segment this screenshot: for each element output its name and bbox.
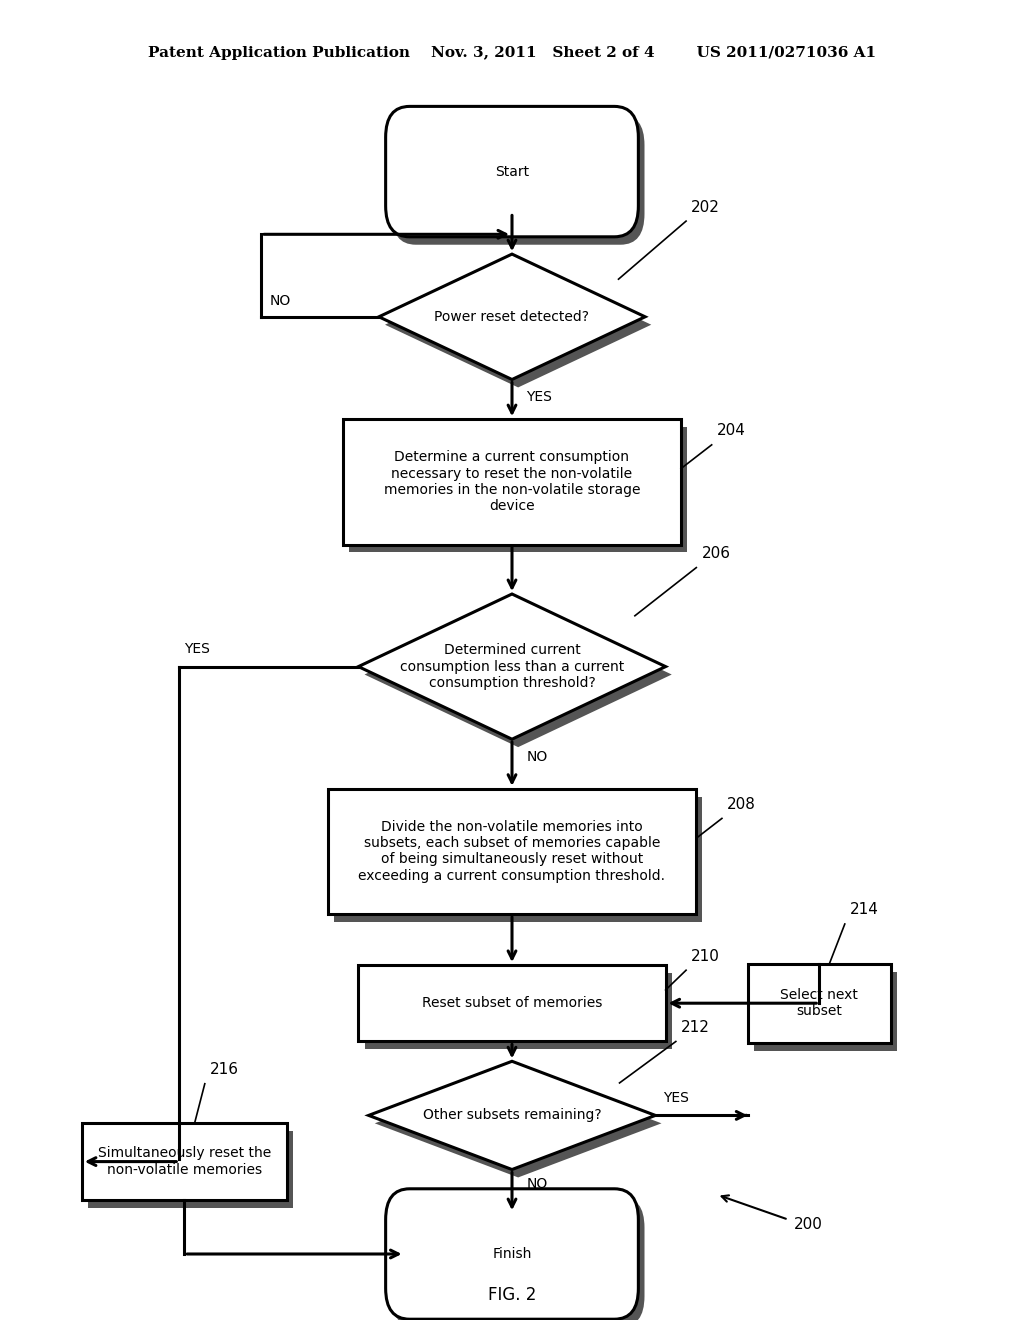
Bar — [343, 420, 681, 544]
Text: Finish: Finish — [493, 1247, 531, 1261]
Text: 216: 216 — [210, 1063, 239, 1077]
Text: NO: NO — [269, 293, 291, 308]
Polygon shape — [365, 602, 672, 747]
Text: 214: 214 — [850, 903, 879, 917]
FancyBboxPatch shape — [392, 115, 644, 244]
Polygon shape — [375, 1069, 662, 1177]
Bar — [328, 789, 696, 913]
Text: Start: Start — [495, 165, 529, 178]
Polygon shape — [379, 253, 645, 380]
Text: Divide the non-volatile memories into
subsets, each subset of memories capable
o: Divide the non-volatile memories into su… — [358, 820, 666, 883]
Text: NO: NO — [526, 750, 548, 764]
Text: YES: YES — [184, 642, 210, 656]
Bar — [334, 797, 702, 921]
Polygon shape — [369, 1061, 655, 1170]
Text: YES: YES — [526, 391, 552, 404]
Bar — [88, 1131, 293, 1208]
Polygon shape — [358, 594, 666, 739]
Text: 202: 202 — [691, 199, 720, 214]
Text: FIG. 2: FIG. 2 — [487, 1286, 537, 1304]
Text: 212: 212 — [681, 1020, 710, 1035]
Bar — [82, 1123, 287, 1200]
Text: YES: YES — [664, 1090, 689, 1105]
Text: 210: 210 — [691, 949, 720, 964]
Text: NO: NO — [526, 1177, 548, 1192]
Bar — [754, 972, 897, 1051]
Text: Patent Application Publication    Nov. 3, 2011   Sheet 2 of 4        US 2011/027: Patent Application Publication Nov. 3, 2… — [147, 46, 877, 59]
Text: 200: 200 — [794, 1217, 822, 1233]
Text: Select next
subset: Select next subset — [780, 989, 858, 1018]
Text: 204: 204 — [717, 424, 745, 438]
Text: Other subsets remaining?: Other subsets remaining? — [423, 1109, 601, 1122]
Text: Power reset detected?: Power reset detected? — [434, 310, 590, 323]
Text: Determine a current consumption
necessary to reset the non-volatile
memories in : Determine a current consumption necessar… — [384, 450, 640, 513]
Text: Determined current
consumption less than a current
consumption threshold?: Determined current consumption less than… — [400, 643, 624, 690]
Bar — [365, 973, 672, 1049]
FancyBboxPatch shape — [386, 107, 638, 236]
Text: 208: 208 — [727, 797, 756, 812]
Text: Simultaneously reset the
non-volatile memories: Simultaneously reset the non-volatile me… — [97, 1147, 271, 1176]
Text: Reset subset of memories: Reset subset of memories — [422, 997, 602, 1010]
FancyBboxPatch shape — [392, 1197, 644, 1320]
Bar — [748, 964, 891, 1043]
Polygon shape — [385, 261, 651, 388]
Bar — [358, 965, 666, 1041]
Text: 206: 206 — [701, 546, 730, 561]
Bar — [349, 428, 687, 552]
FancyBboxPatch shape — [386, 1189, 638, 1319]
